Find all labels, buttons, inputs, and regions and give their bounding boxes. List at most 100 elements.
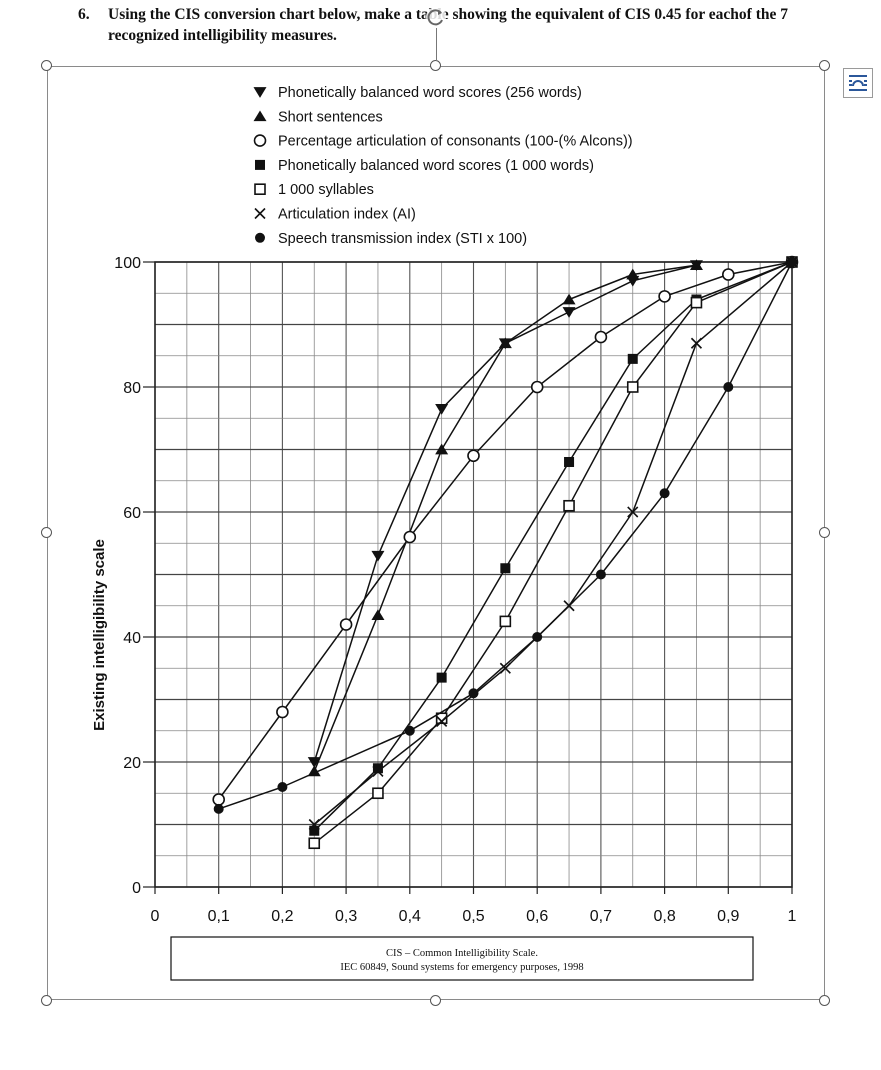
resize-handle-bottom-left[interactable] (41, 995, 52, 1006)
x-marker-stroke (372, 765, 384, 777)
data-point-x (372, 765, 384, 777)
y-axis-label: Existing intelligibility scale (91, 539, 108, 731)
x-tick-label: 0,6 (526, 908, 548, 925)
x-tick-label: 0,5 (462, 908, 484, 925)
data-point-circle-filled (213, 803, 224, 814)
data-point-x (308, 818, 320, 831)
data-point-circle-filled (404, 725, 415, 736)
data-point-square-filled (500, 563, 511, 574)
data-point-square-open (690, 296, 703, 309)
series-circle-filled (213, 257, 797, 814)
layout-options-button[interactable] (843, 68, 873, 98)
x-tick-label: 0,7 (590, 908, 612, 925)
resize-handle-bottom-center[interactable] (430, 995, 441, 1006)
x-marker-stroke (690, 337, 703, 349)
data-point-square-open (372, 787, 384, 800)
legend-marker-circle-open (253, 134, 267, 147)
source-caption-box (170, 936, 754, 981)
legend-label: Articulation index (AI) (278, 207, 416, 223)
legend-marker-square-filled (255, 159, 265, 170)
x-tick-label: 0 (151, 908, 160, 925)
data-point-triangle-up (689, 259, 703, 270)
x-tick-label: 1 (788, 908, 797, 925)
x-tick-label: 0,4 (399, 908, 421, 925)
data-point-x (690, 337, 703, 349)
data-point-circle-open (467, 449, 480, 463)
resize-handle-middle-left[interactable] (41, 527, 52, 538)
legend-label: Phonetically balanced word scores (256 w… (278, 85, 582, 101)
series-line (313, 261, 793, 844)
rotate-arrow-icon[interactable] (425, 6, 447, 28)
data-point-circle-filled (595, 569, 606, 580)
data-point-square-open (499, 615, 512, 628)
chart-grid (154, 261, 793, 888)
data-point-x (627, 506, 639, 518)
resize-handle-top-center[interactable] (430, 60, 441, 71)
legend-marker-circle-filled (255, 232, 265, 243)
data-point-triangle-down (435, 404, 449, 415)
legend-label: 1 000 syllables (278, 182, 374, 198)
layout-options-icon (849, 75, 867, 91)
data-point-triangle-up (371, 609, 385, 620)
data-point-circle-filled (532, 632, 543, 642)
chart-series (212, 255, 799, 850)
x-marker-stroke (499, 662, 511, 674)
data-point-circle-filled (659, 488, 670, 499)
x-marker-stroke (627, 506, 639, 518)
x-marker-stroke (308, 818, 320, 831)
data-point-triangle-down (562, 307, 576, 318)
data-point-triangle-up (435, 443, 449, 455)
x-tick-label: 0,3 (335, 908, 357, 925)
series-triangle-up (307, 259, 703, 777)
legend-marker-square-open (254, 183, 266, 195)
y-tick-label: 100 (114, 255, 141, 272)
data-point-circle-open (530, 380, 544, 394)
data-point-square-filled (627, 353, 638, 364)
data-point-circle-open (721, 268, 735, 281)
data-point-circle-open (658, 290, 671, 303)
rotate-handle-stem (436, 28, 437, 61)
question-prompt: Using the CIS conversion chart below, ma… (108, 6, 788, 44)
source-caption-line1: CIS – Common Intelligibility Scale. (386, 948, 538, 959)
legend-label: Phonetically balanced word scores (1 000… (278, 158, 594, 174)
data-point-x (499, 662, 511, 674)
x-marker-stroke (436, 715, 448, 727)
data-point-square-open (308, 837, 321, 850)
data-point-x (436, 715, 448, 727)
resize-handle-bottom-right[interactable] (819, 995, 830, 1006)
data-point-triangle-down (371, 550, 385, 562)
series-square-open (308, 256, 798, 850)
data-point-triangle-down (307, 757, 321, 768)
data-point-circle-open (276, 705, 289, 719)
data-point-triangle-up (626, 268, 640, 280)
question-number: 6. (78, 6, 90, 23)
legend-marker-triangle-up (253, 110, 267, 122)
legend-label: Percentage articulation of consonants (1… (278, 134, 633, 150)
chart-legend: Phonetically balanced word scores (256 w… (253, 85, 633, 247)
data-point-triangle-up (498, 337, 512, 349)
data-point-circle-filled (468, 688, 479, 699)
x-tick-label: 0,1 (208, 908, 230, 925)
data-point-square-filled (372, 763, 383, 774)
legend-label: Short sentences (278, 109, 383, 125)
series-line (313, 261, 793, 832)
data-point-circle-filled (723, 382, 734, 392)
x-marker-stroke (254, 207, 266, 220)
data-point-square-open (563, 499, 575, 512)
data-point-square-filled (564, 457, 575, 467)
x-tick-label: 0,2 (271, 908, 293, 925)
data-point-square-open (626, 381, 639, 393)
legend-marker-x (254, 207, 266, 220)
resize-handle-top-left[interactable] (41, 60, 52, 71)
data-point-circle-filled (787, 257, 797, 267)
resize-handle-top-right[interactable] (819, 60, 830, 71)
resize-handle-middle-right[interactable] (819, 527, 830, 538)
y-tick-label: 80 (123, 380, 141, 397)
y-tick-label: 40 (123, 630, 141, 647)
image-selection-frame[interactable] (47, 66, 825, 1000)
series-line (218, 261, 793, 800)
x-tick-label: 0,8 (653, 908, 675, 925)
legend-marker-triangle-down (253, 87, 267, 98)
y-tick-label: 0 (132, 880, 141, 897)
x-tick-label: 0,9 (717, 908, 739, 925)
